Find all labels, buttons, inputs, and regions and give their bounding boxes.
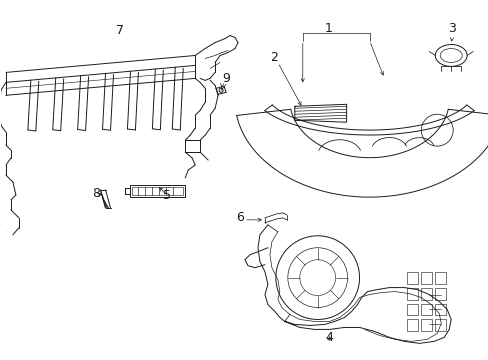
Bar (407, 288, 417, 300)
Text: 8: 8 (92, 188, 101, 201)
Text: 9: 9 (222, 72, 229, 85)
Bar (130, 185, 185, 197)
Bar (421, 303, 431, 315)
Bar (434, 303, 446, 315)
Bar (421, 288, 431, 300)
Bar (132, 187, 183, 195)
Text: 1: 1 (324, 22, 332, 35)
Bar (407, 319, 417, 332)
Text: 5: 5 (163, 189, 171, 202)
Bar (434, 319, 446, 332)
Text: 6: 6 (236, 211, 244, 224)
Bar (407, 272, 417, 284)
Text: 7: 7 (116, 24, 124, 37)
Text: 3: 3 (447, 22, 455, 35)
Bar (434, 288, 446, 300)
Text: 2: 2 (269, 51, 277, 64)
Bar (421, 272, 431, 284)
Text: 4: 4 (325, 331, 333, 344)
Bar (407, 303, 417, 315)
Bar (421, 319, 431, 332)
Bar (434, 272, 446, 284)
